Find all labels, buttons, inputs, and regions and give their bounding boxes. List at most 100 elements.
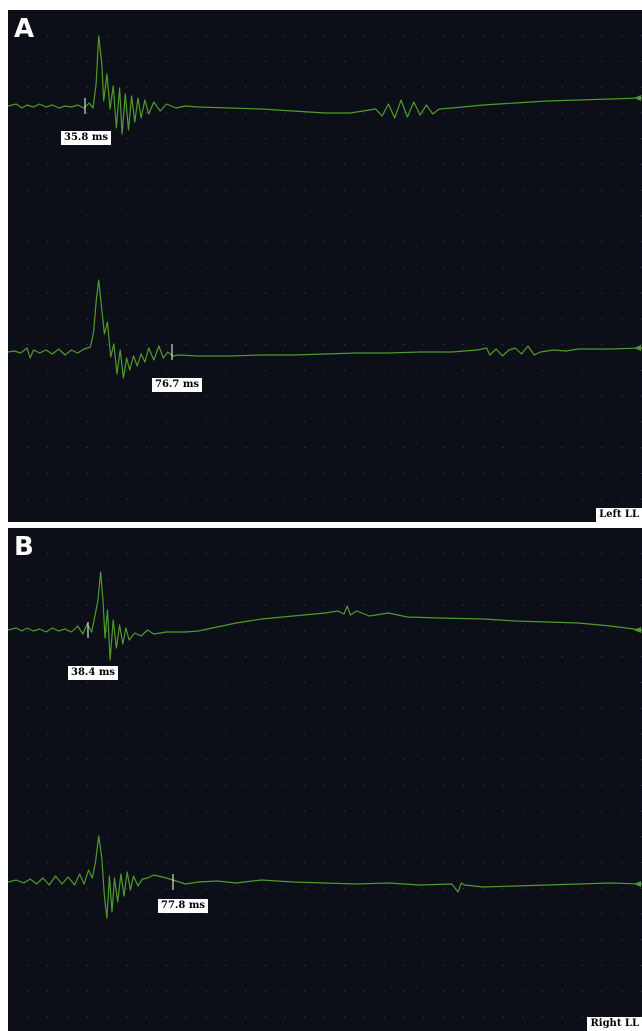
grid-dot <box>145 189 148 191</box>
grid-dot <box>541 939 544 941</box>
grid-dot <box>264 707 267 709</box>
grid-dot <box>145 266 148 269</box>
grid-dot <box>46 343 49 346</box>
grid-dot <box>106 60 108 63</box>
grid-dot <box>502 86 504 88</box>
grid-dot <box>423 964 425 967</box>
grid-dot <box>205 939 207 941</box>
grid-dot <box>462 759 465 761</box>
grid-dot <box>403 630 405 632</box>
grid-dot <box>522 656 524 658</box>
grid-dot <box>403 810 405 812</box>
grid-dot <box>304 112 306 114</box>
grid-dot <box>145 964 148 967</box>
grid-dot <box>106 163 108 166</box>
grid-dot <box>482 990 484 992</box>
grid-dot <box>581 292 583 294</box>
grid-dot <box>225 138 227 140</box>
grid-dot <box>205 861 207 864</box>
grid-dot <box>442 656 445 658</box>
grid-dot <box>86 861 88 864</box>
grid-dot <box>185 578 187 581</box>
grid-dot <box>423 343 425 346</box>
grid-dot <box>403 112 405 114</box>
grid-dot <box>284 681 286 684</box>
grid-dot <box>165 163 168 166</box>
grid-dot <box>462 861 465 864</box>
grid-dot <box>264 553 267 555</box>
grid-dot <box>205 498 207 500</box>
grid-dot <box>581 318 583 320</box>
grid-dot <box>284 964 286 967</box>
grid-dot <box>621 913 623 915</box>
grid-dot <box>324 913 326 915</box>
grid-dot <box>27 681 29 684</box>
grid-dot <box>403 343 405 346</box>
grid-dot <box>145 35 148 37</box>
grid-dot <box>185 604 187 606</box>
grid-dot <box>482 318 484 320</box>
grid-dot <box>126 86 128 88</box>
grid-dot <box>66 241 69 243</box>
grid-dot <box>304 784 306 787</box>
grid-dot <box>185 656 187 658</box>
grid-dot <box>264 578 267 581</box>
grid-dot <box>403 35 405 37</box>
grid-dot <box>343 292 346 294</box>
grid-dot <box>106 656 108 658</box>
grid-dot <box>343 913 346 915</box>
grid-dot <box>621 887 623 890</box>
grid-dot <box>403 784 405 787</box>
grid-dot <box>264 810 267 812</box>
grid-dot <box>383 60 385 63</box>
grid-dot <box>225 369 227 372</box>
grid-dot <box>601 138 603 140</box>
grid-dot <box>363 112 366 114</box>
grid-dot <box>145 913 148 915</box>
grid-dot <box>541 241 544 243</box>
grid-dot <box>561 913 564 915</box>
grid-dot <box>601 861 603 864</box>
grid-dot <box>185 707 187 709</box>
grid-dot <box>304 60 306 63</box>
grid-dot <box>145 369 148 372</box>
grid-dot <box>225 215 227 217</box>
grid-dot <box>561 939 564 941</box>
grid-dot <box>502 759 504 761</box>
grid-dot <box>601 241 603 243</box>
grid-dot <box>66 939 69 941</box>
grid-dot <box>561 343 564 346</box>
grid-dot <box>324 681 326 684</box>
grid-dot <box>106 939 108 941</box>
grid-dot <box>185 784 187 787</box>
grid-dot <box>106 604 108 606</box>
grid-dot <box>145 318 148 320</box>
grid-dot <box>423 707 425 709</box>
grid-dot <box>205 784 207 787</box>
grid-dot <box>522 913 524 915</box>
grid-dot <box>561 498 564 500</box>
grid-dot <box>462 369 465 372</box>
grid-dot <box>462 86 465 88</box>
grid-dot <box>343 369 346 372</box>
grid-dot <box>264 266 267 269</box>
grid-dot <box>601 163 603 166</box>
grid-dot <box>185 60 187 63</box>
grid-dot <box>522 990 524 992</box>
grid-dot <box>46 964 49 967</box>
grid-dot <box>601 189 603 191</box>
grid-dot <box>244 861 247 864</box>
grid-dot <box>482 604 484 606</box>
grid-dot <box>621 656 623 658</box>
grid-dot <box>86 266 88 269</box>
grid-dot <box>86 1016 88 1018</box>
grid-dot <box>106 266 108 269</box>
grid-dot <box>581 810 583 812</box>
grid-dot <box>205 215 207 217</box>
grid-dot <box>66 446 69 449</box>
grid-dot <box>46 1016 49 1018</box>
grid-dot <box>284 707 286 709</box>
grid-dot <box>86 681 88 684</box>
grid-dot <box>27 836 29 838</box>
grid-dot <box>482 861 484 864</box>
